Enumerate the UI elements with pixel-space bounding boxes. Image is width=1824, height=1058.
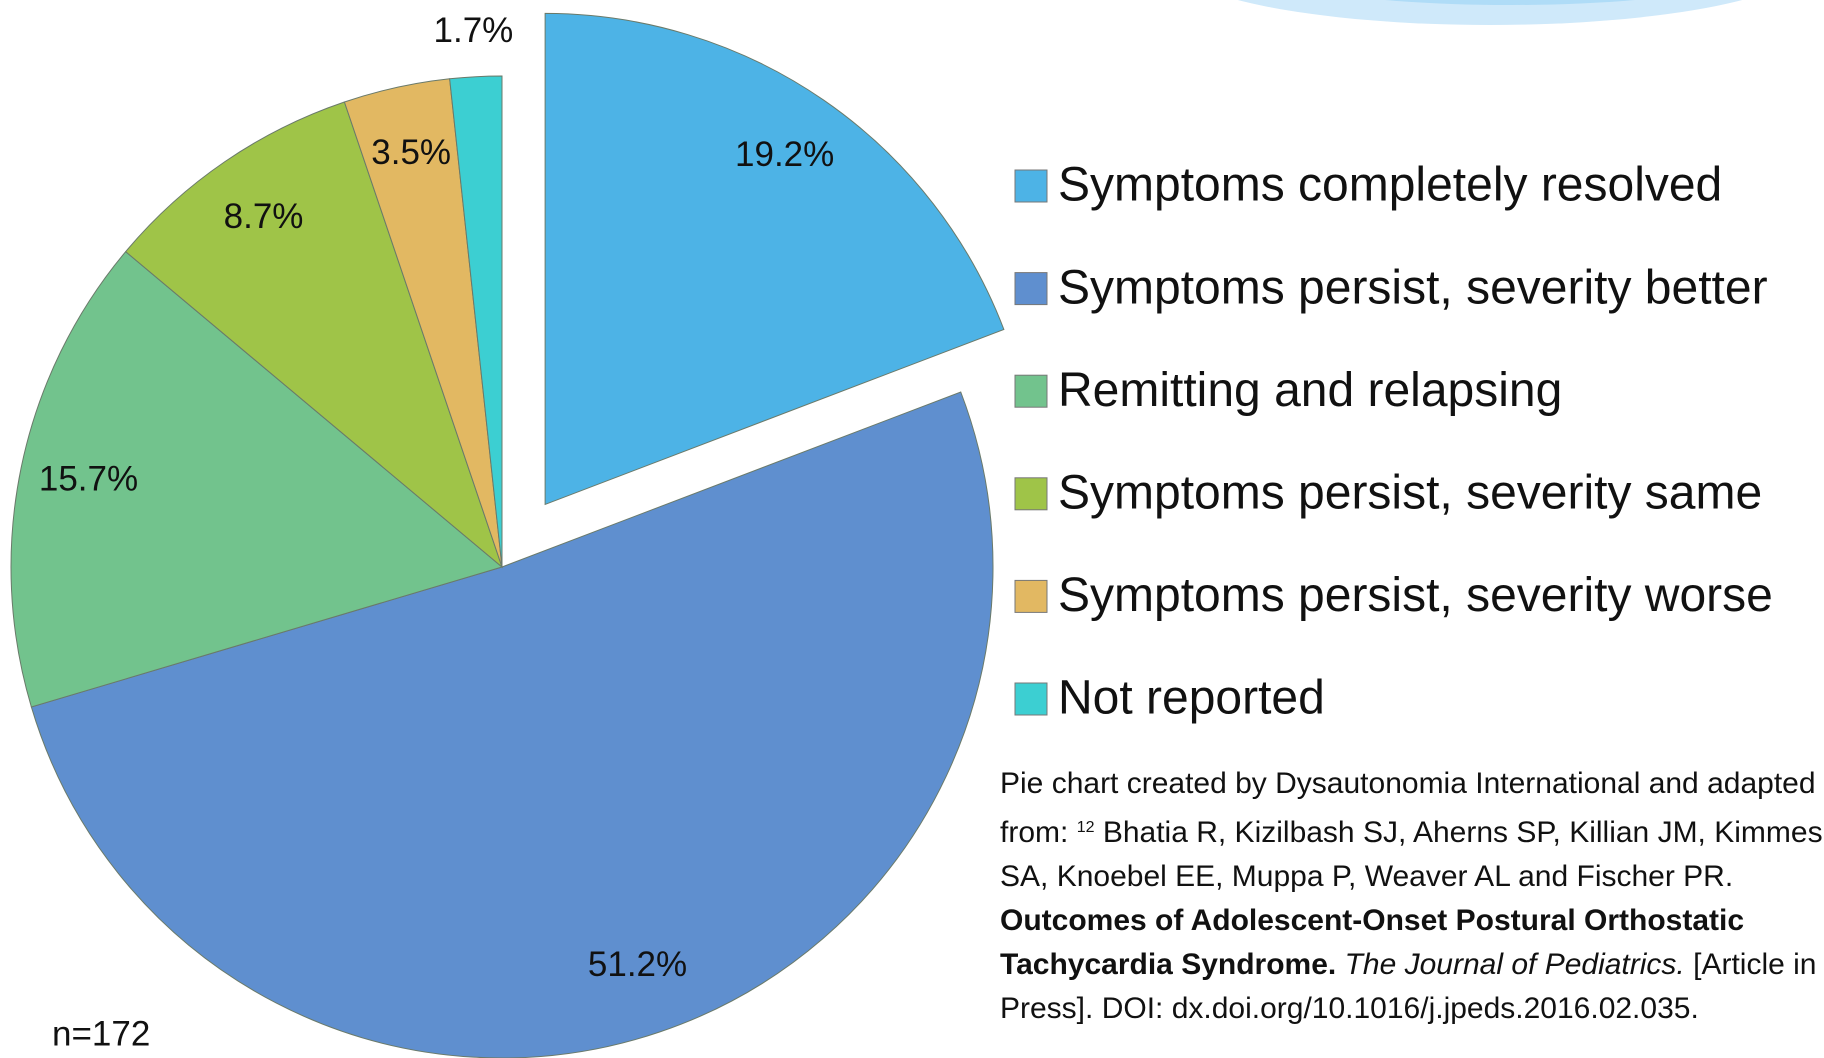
citation-authors: Bhatia R, Kizilbash SJ, Aherns SP, Killi…	[1000, 816, 1823, 893]
pie-slice	[544, 12, 1005, 506]
citation-prefix: Pie chart created by Dysautonomia Intern…	[1000, 767, 1816, 849]
pie-slice	[124, 101, 504, 569]
legend-label: Symptoms completely resolved	[1058, 159, 1722, 212]
citation: Pie chart created by Dysautonomia Intern…	[1000, 762, 1824, 1058]
data-label: 15.7%	[39, 460, 138, 499]
data-label: 19.2%	[735, 135, 834, 174]
legend-label: Symptoms persist, severity worse	[1058, 569, 1773, 622]
legend-swatch	[1014, 477, 1048, 511]
legend-label: Not reported	[1058, 672, 1325, 725]
pie-slice	[10, 250, 504, 708]
data-label: 3.5%	[371, 133, 451, 172]
legend-swatch	[1014, 272, 1048, 306]
citation-journal: The Journal of Pediatrics.	[1344, 948, 1685, 981]
pie: 19.2% 51.2% 15.7% 8.7% 3.5% 1.7%	[10, 11, 1005, 1058]
decoration	[1385, 0, 1635, 5]
legend: Symptoms completely resolved Symptoms per…	[1014, 159, 1773, 725]
data-label: 8.7%	[224, 197, 304, 236]
legend-swatch	[1014, 374, 1048, 408]
legend-swatch	[1014, 682, 1048, 716]
decoration	[1237, 0, 1743, 25]
citation-status: [Article in Press]. DOI:	[1000, 948, 1817, 1025]
legend-swatch	[1014, 579, 1048, 613]
citation-doi: dx.doi.org/10.1016/j.jpeds.2016.02.035.	[1171, 992, 1699, 1025]
legend-label: Symptoms persist, severity same	[1058, 466, 1762, 519]
legend-swatch	[1014, 169, 1048, 203]
data-label: 1.7%	[434, 11, 514, 50]
pie-slice	[30, 391, 994, 1058]
pie-slice	[449, 75, 503, 568]
legend-label: Symptoms persist, severity better	[1058, 261, 1768, 314]
data-label: 51.2%	[588, 945, 687, 984]
sample-size: n=172	[52, 1014, 150, 1053]
citation-title: Outcomes of Adolescent-Onset Postural Or…	[1000, 904, 1745, 981]
citation-ref: 12	[1076, 819, 1095, 836]
legend-label: Remitting and relapsing	[1058, 364, 1562, 417]
